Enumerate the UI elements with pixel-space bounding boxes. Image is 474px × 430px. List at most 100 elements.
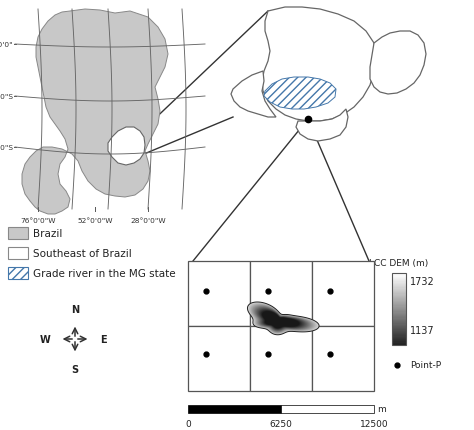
Polygon shape <box>252 305 313 333</box>
Text: SP: SP <box>238 95 252 105</box>
Polygon shape <box>231 72 276 118</box>
Text: 10°0'0"S: 10°0'0"S <box>0 94 13 100</box>
Text: Brazil: Brazil <box>33 228 63 239</box>
Polygon shape <box>259 309 304 330</box>
Bar <box>392 330 406 331</box>
Bar <box>392 304 406 306</box>
Polygon shape <box>258 309 305 330</box>
Bar <box>392 326 406 327</box>
Bar <box>392 332 406 333</box>
Bar <box>392 288 406 289</box>
Text: 0: 0 <box>185 419 191 428</box>
Polygon shape <box>247 302 319 335</box>
Bar <box>392 291 406 292</box>
Bar <box>392 310 406 312</box>
Polygon shape <box>248 303 319 335</box>
Bar <box>392 316 406 318</box>
Bar <box>392 275 406 276</box>
Text: Point-P: Point-P <box>410 361 441 370</box>
Polygon shape <box>256 308 307 331</box>
Text: E: E <box>100 334 107 344</box>
Bar <box>392 284 406 286</box>
Text: P3: P3 <box>324 273 337 283</box>
Text: LCC DEM (m): LCC DEM (m) <box>369 258 428 267</box>
Polygon shape <box>248 303 318 335</box>
Bar <box>392 341 406 343</box>
Text: MG: MG <box>310 49 330 61</box>
Polygon shape <box>262 311 300 329</box>
Bar <box>392 339 406 341</box>
Text: 52°0'0"W: 52°0'0"W <box>77 218 113 224</box>
Bar <box>8 227 28 240</box>
Polygon shape <box>108 128 145 166</box>
Bar <box>392 307 406 308</box>
Bar <box>312 261 374 326</box>
Polygon shape <box>257 308 306 331</box>
Bar <box>392 296 406 297</box>
Polygon shape <box>260 310 303 329</box>
Polygon shape <box>261 311 301 329</box>
Text: Grade river in the MG state: Grade river in the MG state <box>33 268 176 278</box>
Text: ES: ES <box>392 57 405 67</box>
Bar <box>392 294 406 295</box>
Bar <box>392 277 406 278</box>
Polygon shape <box>370 32 426 95</box>
Bar <box>392 315 406 316</box>
Bar <box>392 321 406 322</box>
Text: P1: P1 <box>200 273 213 283</box>
Polygon shape <box>296 110 348 141</box>
Polygon shape <box>251 304 314 333</box>
Bar <box>8 267 28 280</box>
Polygon shape <box>253 306 311 332</box>
Bar <box>392 322 406 324</box>
Text: Southeast of Brazil: Southeast of Brazil <box>33 249 132 258</box>
Polygon shape <box>254 307 310 332</box>
Bar <box>392 280 406 282</box>
Bar <box>392 282 406 283</box>
Bar <box>392 335 406 336</box>
Bar <box>392 302 406 303</box>
Bar <box>392 292 406 294</box>
Polygon shape <box>254 306 311 332</box>
Bar <box>392 303 406 304</box>
Polygon shape <box>262 311 299 329</box>
Polygon shape <box>256 307 308 331</box>
Text: W: W <box>39 334 50 344</box>
Bar <box>392 327 406 329</box>
Text: 0°0'0": 0°0'0" <box>0 42 13 48</box>
Text: 6250: 6250 <box>270 419 292 428</box>
Polygon shape <box>261 310 301 329</box>
Text: 28°0'0"W: 28°0'0"W <box>130 218 166 224</box>
Bar <box>188 405 281 413</box>
Bar <box>392 309 406 310</box>
Text: 1137: 1137 <box>410 325 435 335</box>
Bar <box>250 326 312 391</box>
Bar <box>392 325 406 326</box>
Bar <box>392 344 406 345</box>
Bar <box>392 283 406 284</box>
Bar <box>392 297 406 298</box>
Bar <box>392 329 406 330</box>
Bar <box>281 405 374 413</box>
Polygon shape <box>255 307 309 332</box>
Polygon shape <box>249 303 317 334</box>
Text: P5: P5 <box>262 364 275 374</box>
Bar <box>392 320 406 321</box>
Bar <box>392 319 406 320</box>
Text: 76°0'0"W: 76°0'0"W <box>20 218 56 224</box>
Text: S: S <box>72 364 79 374</box>
Text: RJ: RJ <box>325 125 335 135</box>
Bar <box>392 273 406 275</box>
Bar <box>250 261 312 326</box>
Bar <box>392 298 406 300</box>
Bar <box>188 326 250 391</box>
Bar <box>312 326 374 391</box>
Polygon shape <box>259 310 303 330</box>
Bar <box>392 301 406 302</box>
Text: N: N <box>71 304 79 314</box>
Bar <box>392 278 406 280</box>
Text: P4: P4 <box>200 364 213 374</box>
Polygon shape <box>258 309 305 330</box>
Polygon shape <box>252 305 314 333</box>
Polygon shape <box>260 310 302 329</box>
